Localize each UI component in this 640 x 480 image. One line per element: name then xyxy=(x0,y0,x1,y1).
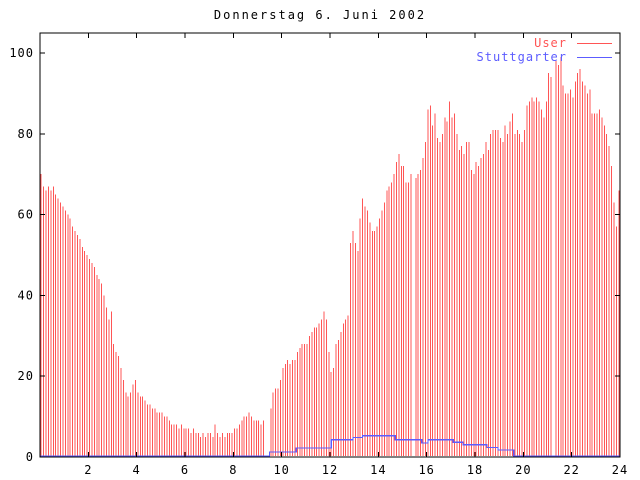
svg-text:60: 60 xyxy=(18,208,34,222)
svg-text:6: 6 xyxy=(181,463,189,477)
svg-text:22: 22 xyxy=(563,463,579,477)
svg-text:16: 16 xyxy=(418,463,434,477)
chart-title: Donnerstag 6. Juni 2002 xyxy=(213,8,427,22)
svg-text:24: 24 xyxy=(612,463,628,477)
svg-text:2: 2 xyxy=(84,463,92,477)
legend: User Stuttgarter xyxy=(477,36,612,64)
svg-text:80: 80 xyxy=(18,127,34,141)
legend-line-sample-user-icon xyxy=(577,42,612,44)
svg-text:40: 40 xyxy=(18,288,34,302)
svg-text:8: 8 xyxy=(229,463,237,477)
legend-item-user: User xyxy=(477,36,612,50)
svg-text:14: 14 xyxy=(370,463,386,477)
svg-text:100: 100 xyxy=(9,46,34,60)
svg-text:10: 10 xyxy=(273,463,289,477)
svg-text:0: 0 xyxy=(26,450,34,464)
legend-label-stuttgarter: Stuttgarter xyxy=(476,50,567,64)
legend-line-sample-stuttgarter-icon xyxy=(577,56,612,58)
legend-label-user: User xyxy=(534,36,567,50)
legend-item-stuttgarter: Stuttgarter xyxy=(477,50,612,64)
svg-text:20: 20 xyxy=(515,463,531,477)
svg-text:12: 12 xyxy=(322,463,338,477)
svg-text:20: 20 xyxy=(18,369,34,383)
svg-text:18: 18 xyxy=(467,463,483,477)
svg-text:4: 4 xyxy=(133,463,141,477)
